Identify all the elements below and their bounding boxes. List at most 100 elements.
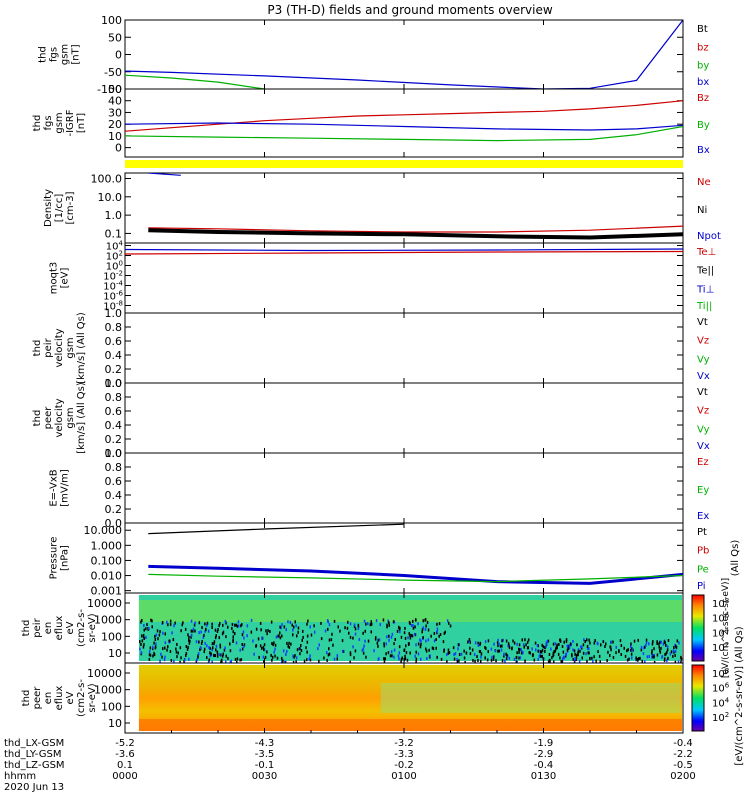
spectrogram-pixel [180,629,182,633]
legend-entry: Vt [697,317,708,328]
spectrogram-pixel [354,632,357,636]
y-tick-label: 0.8 [105,461,123,474]
spectrogram-pixel [404,626,406,630]
spectrogram-pixel [550,647,552,651]
spectrogram-pixel [586,638,588,642]
spectrogram-pixel [501,659,504,663]
spectrogram-pixel [287,644,289,648]
spectrogram-pixel [170,659,173,662]
spectrogram-pixel [156,629,159,633]
spectrogram-pixel [388,638,390,642]
legend-entry: Vt [697,387,708,398]
spectrogram-pixel [415,650,417,654]
y-tick-label: 0.0 [105,447,123,460]
spectrogram-pixel [194,621,196,625]
spectrogram-pixel [408,620,411,624]
spectrogram-pixel [309,625,311,629]
spectrogram-pixel [400,658,403,662]
spectrogram-pixel [651,642,654,646]
spectrogram-pixel [602,640,605,644]
spectrogram-pixel [295,660,297,664]
colorbar-tick-label: 108 [712,597,729,610]
spectrogram-pixel [398,645,401,649]
spectrogram-pixel [420,657,422,661]
spectrogram-pixel [318,643,320,647]
spectrogram-pixel [648,642,650,646]
spectrogram-pixel [211,626,213,629]
spectrogram-pixel [362,647,365,651]
spectrogram-pixel [518,643,521,647]
spectrogram-pixel [435,638,437,641]
y-axis-label: [nPa] [60,545,71,571]
spectrogram-pixel [458,659,460,663]
x-tick-label: 0100 [391,771,416,782]
spectrogram-pixel [260,628,262,632]
spectrogram-pixel [575,656,578,660]
spectrogram-pixel [575,658,577,661]
spectrogram-pixel [333,657,336,661]
spectrogram-pixel [537,658,539,661]
spectrogram-pixel [638,657,640,661]
spectrogram-pixel [378,638,381,642]
spectrogram-pixel [588,638,590,642]
spectrogram-pixel [204,629,206,633]
spectrogram-pixel [203,647,206,651]
spectrogram-pixel [546,640,548,644]
spectrogram-pixel [234,632,236,636]
spectrogram-pixel [410,633,413,637]
spectrogram-pixel [184,658,186,662]
spectrogram-pixel [560,660,562,663]
spectrogram-pixel [567,644,569,648]
spectrogram-pixel [250,630,253,634]
spectrogram-pixel [263,660,265,664]
y-tick-label: 1000 [94,614,122,627]
x-tick-label: -3.5 [255,749,275,760]
spectrogram-pixel [425,624,427,628]
y-axis-label: peer [32,686,43,710]
spectrogram-pixel [365,622,367,626]
legend-entry: by [697,61,709,72]
y-axis-label: peir [43,337,54,357]
y-tick-label: 50 [108,31,122,44]
legend-entry: Vz [697,336,709,347]
spectrogram-pixel [572,657,574,661]
spectrogram-pixel [626,649,628,653]
spectrogram-pixel [271,642,273,645]
spectrogram-pixel [208,646,210,649]
spectrogram-pixel [306,622,308,626]
spectrogram-pixel [424,618,427,622]
spectrogram-pixel [213,653,215,657]
spectrogram-pixel [422,626,425,630]
spectrogram-pixel [476,655,478,659]
spectrogram-pixel [500,648,503,652]
legend-entry: Vy [697,354,710,365]
spectrogram-pixel [669,652,672,656]
y-tick-label: 0.010 [91,570,123,583]
spectrogram-pixel [582,643,585,647]
x-row-label: thd_LY-GSM [4,749,61,760]
spectrogram-pixel [168,639,171,643]
spectrogram-pixel [480,659,482,663]
spectrogram-pixel [484,656,486,660]
spectrogram-pixel [295,656,298,660]
spectrogram-pixel [675,644,677,648]
spectrogram-pixel [456,660,459,664]
spectrogram-pixel [238,624,240,628]
spectrogram-pixel [574,656,577,660]
spectrogram-pixel [535,648,537,652]
spectrogram-pixel [353,623,356,627]
spectrogram-pixel [183,660,185,664]
spectrogram-pixel [518,650,520,654]
spectrogram-pixel [365,655,367,659]
legend-entry: Vz [697,406,709,417]
spectrogram-pixel [210,652,212,656]
y-axis-label: Pressure [49,537,60,580]
spectrogram-pixel [216,652,219,656]
spectrogram-pixel [207,629,210,633]
spectrogram-pixel [540,650,543,654]
